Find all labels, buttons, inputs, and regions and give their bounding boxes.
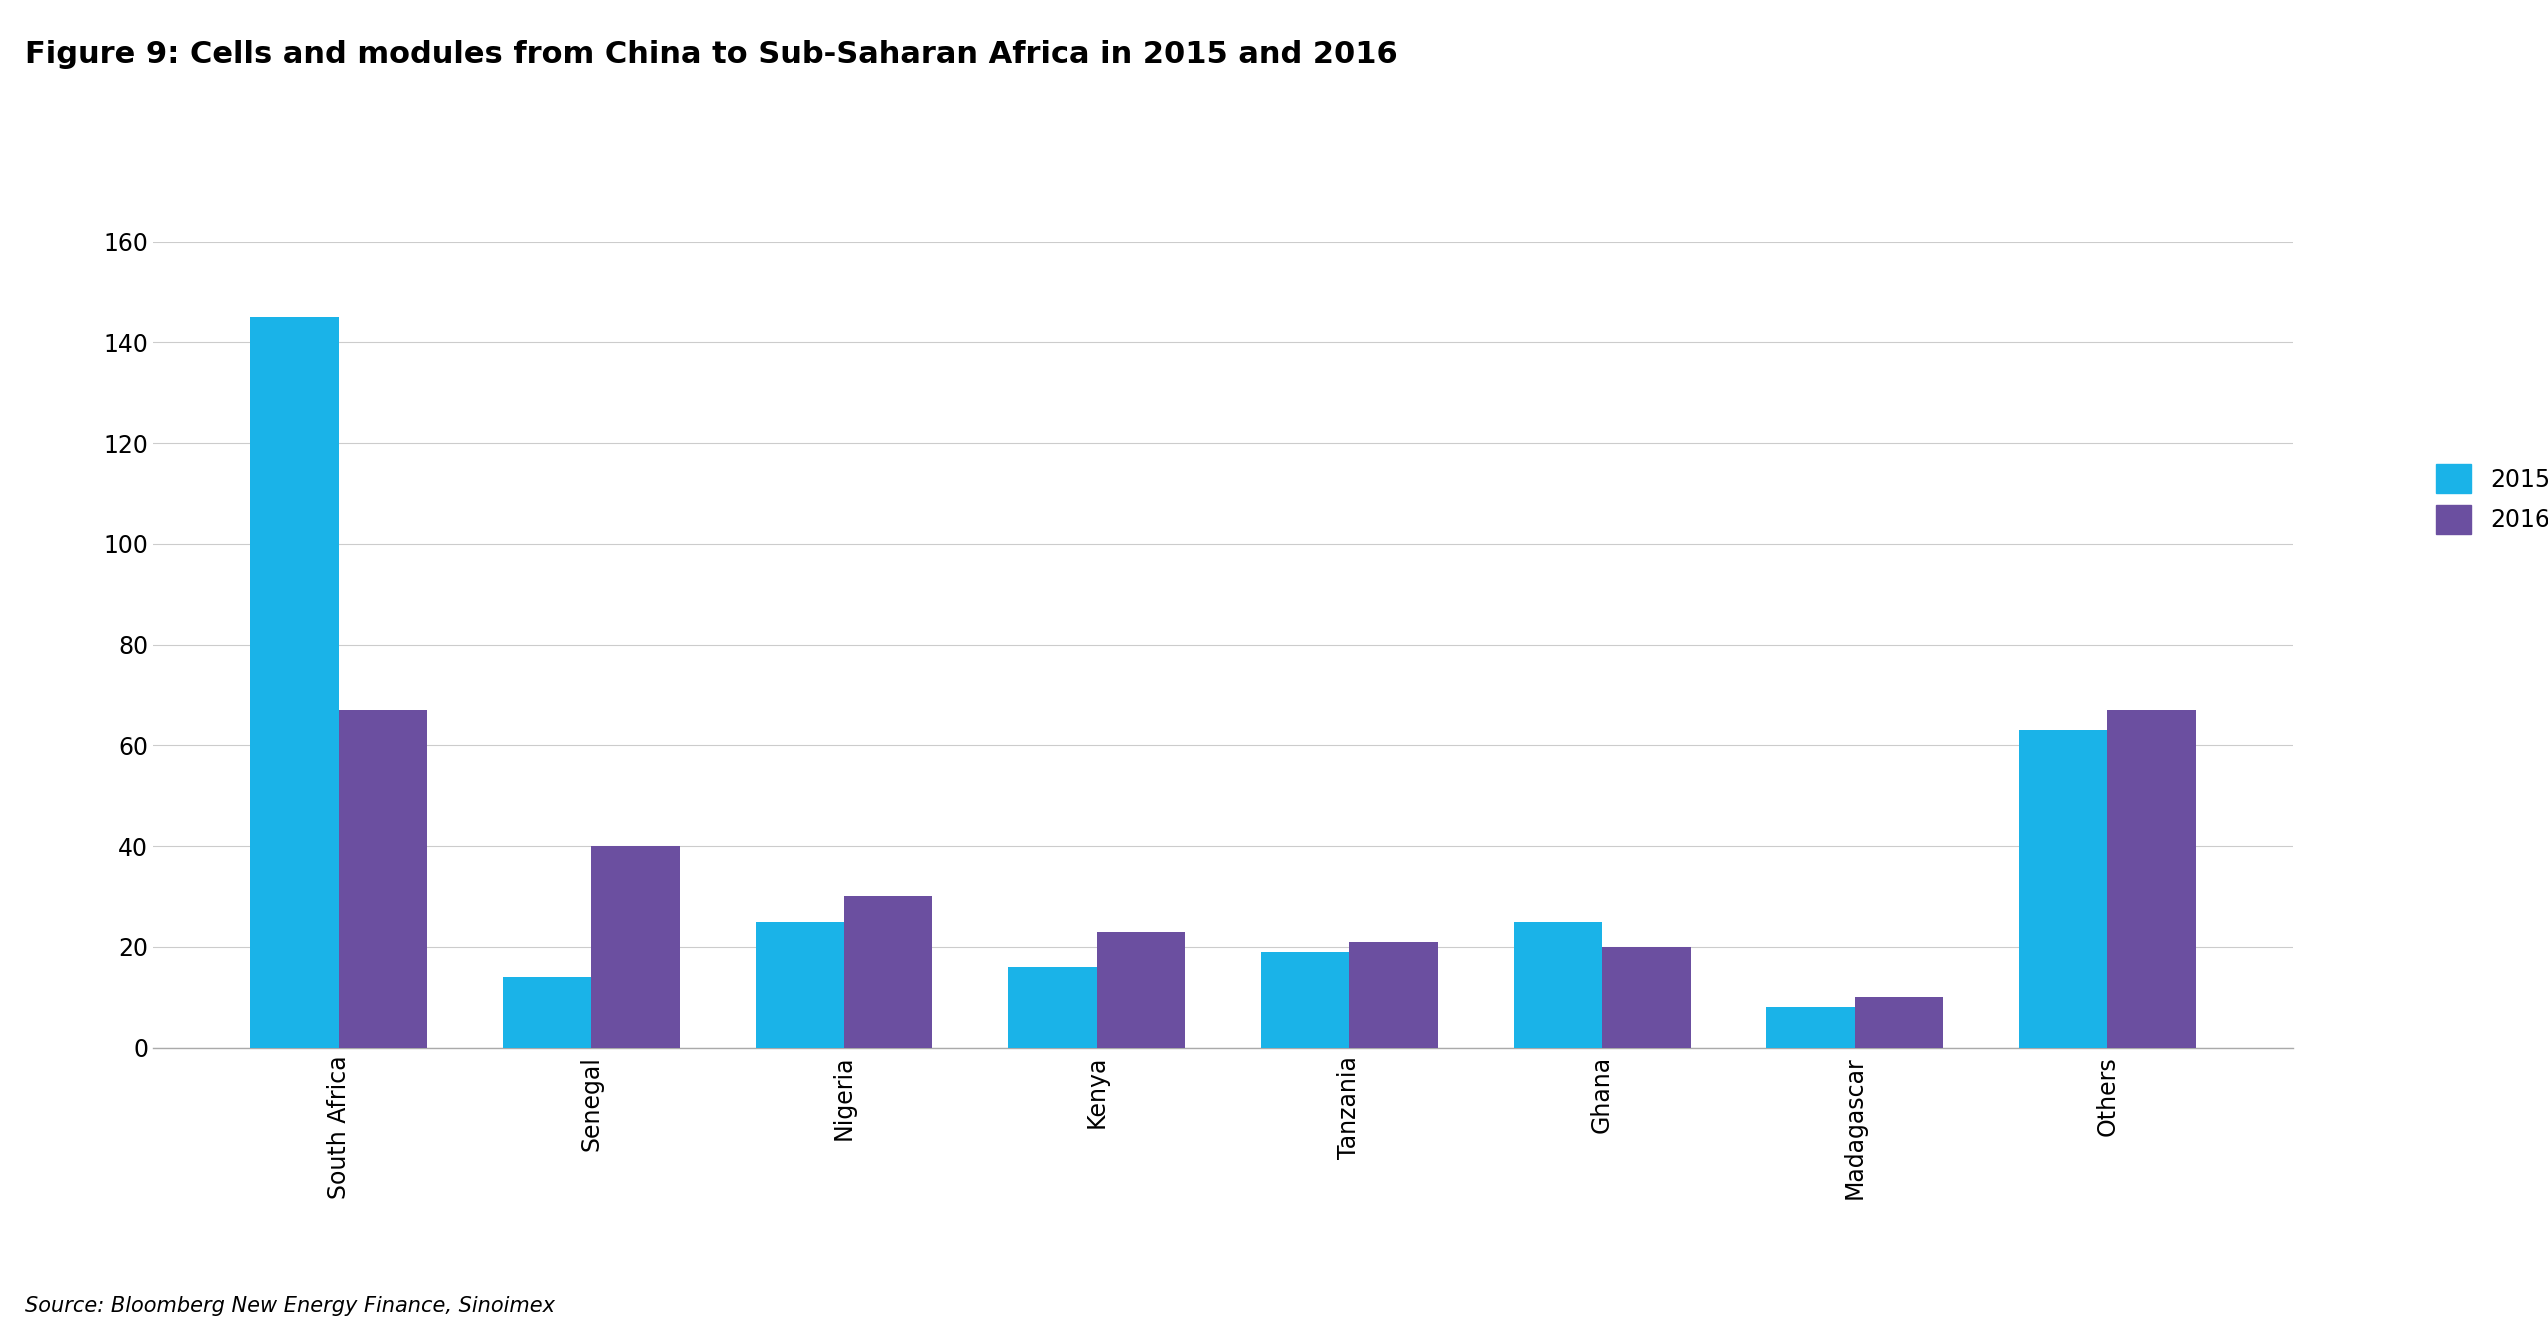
Bar — [1766, 1007, 1855, 1048]
Bar — [591, 846, 680, 1048]
Legend: 2015, 2016: 2015, 2016 — [2426, 455, 2548, 544]
Bar — [757, 921, 843, 1048]
Bar — [2018, 731, 2107, 1048]
Bar — [1350, 941, 1437, 1048]
Bar — [339, 710, 428, 1048]
Bar — [1514, 921, 1603, 1048]
Bar — [1261, 952, 1350, 1048]
Bar — [2107, 710, 2196, 1048]
Bar — [250, 317, 339, 1048]
Bar — [1009, 967, 1096, 1048]
Bar — [1603, 947, 1689, 1048]
Bar — [843, 897, 933, 1048]
Text: Figure 9: Cells and modules from China to Sub-Saharan Africa in 2015 and 2016: Figure 9: Cells and modules from China t… — [25, 40, 1399, 70]
Bar — [1855, 997, 1944, 1048]
Bar — [1096, 932, 1185, 1048]
Bar — [502, 978, 591, 1048]
Text: Source: Bloomberg New Energy Finance, Sinoimex: Source: Bloomberg New Energy Finance, Si… — [25, 1296, 555, 1316]
